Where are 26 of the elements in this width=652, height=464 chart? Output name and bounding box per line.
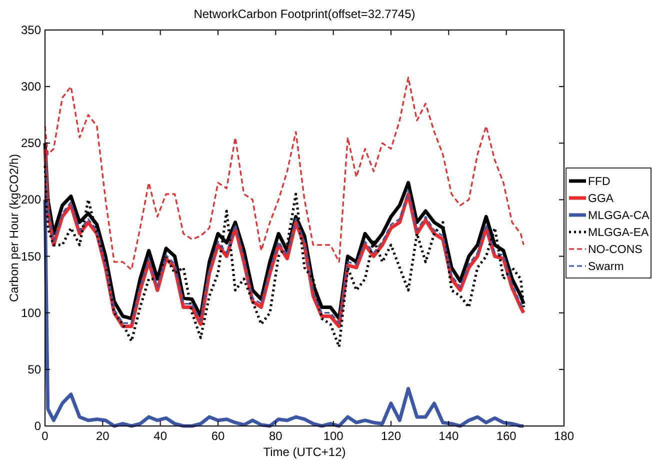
legend-label: NO-CONS: [588, 244, 643, 256]
x-tick-label: 180: [554, 429, 574, 443]
y-tick-label: 100: [20, 306, 42, 320]
y-tick-label: 300: [20, 80, 42, 94]
legend-label: FFD: [588, 176, 610, 188]
y-tick-label: 0: [34, 419, 42, 433]
y-tick-label: 150: [20, 249, 42, 264]
x-tick-label: 100: [323, 429, 344, 443]
x-tick-label: 120: [380, 429, 402, 443]
x-tick-label: 60: [211, 429, 225, 443]
x-tick-label: 160: [496, 429, 517, 443]
legend-label: MLGGA-EA: [588, 227, 650, 239]
x-tick-label: 80: [268, 429, 283, 443]
legend-label: Swarm: [588, 261, 624, 273]
y-tick-label: 250: [20, 136, 42, 150]
legend-label: GGA: [588, 193, 614, 205]
x-axis-title: Time (UTC+12): [263, 445, 346, 459]
legend-label: MLGGA-CA: [588, 210, 650, 222]
y-tick-label: 200: [20, 192, 42, 207]
x-tick-label: 40: [154, 429, 168, 443]
y-axis-title: Carbon per Hour (kgCO2/h): [7, 154, 21, 302]
x-tick-label: 20: [96, 429, 110, 443]
y-tick-label: 350: [20, 23, 42, 37]
x-tick-label: 140: [438, 429, 459, 443]
chart-title: NetworkCarbon Footprint(offset=32.7745): [194, 7, 416, 21]
y-tick-label: 50: [28, 362, 42, 376]
